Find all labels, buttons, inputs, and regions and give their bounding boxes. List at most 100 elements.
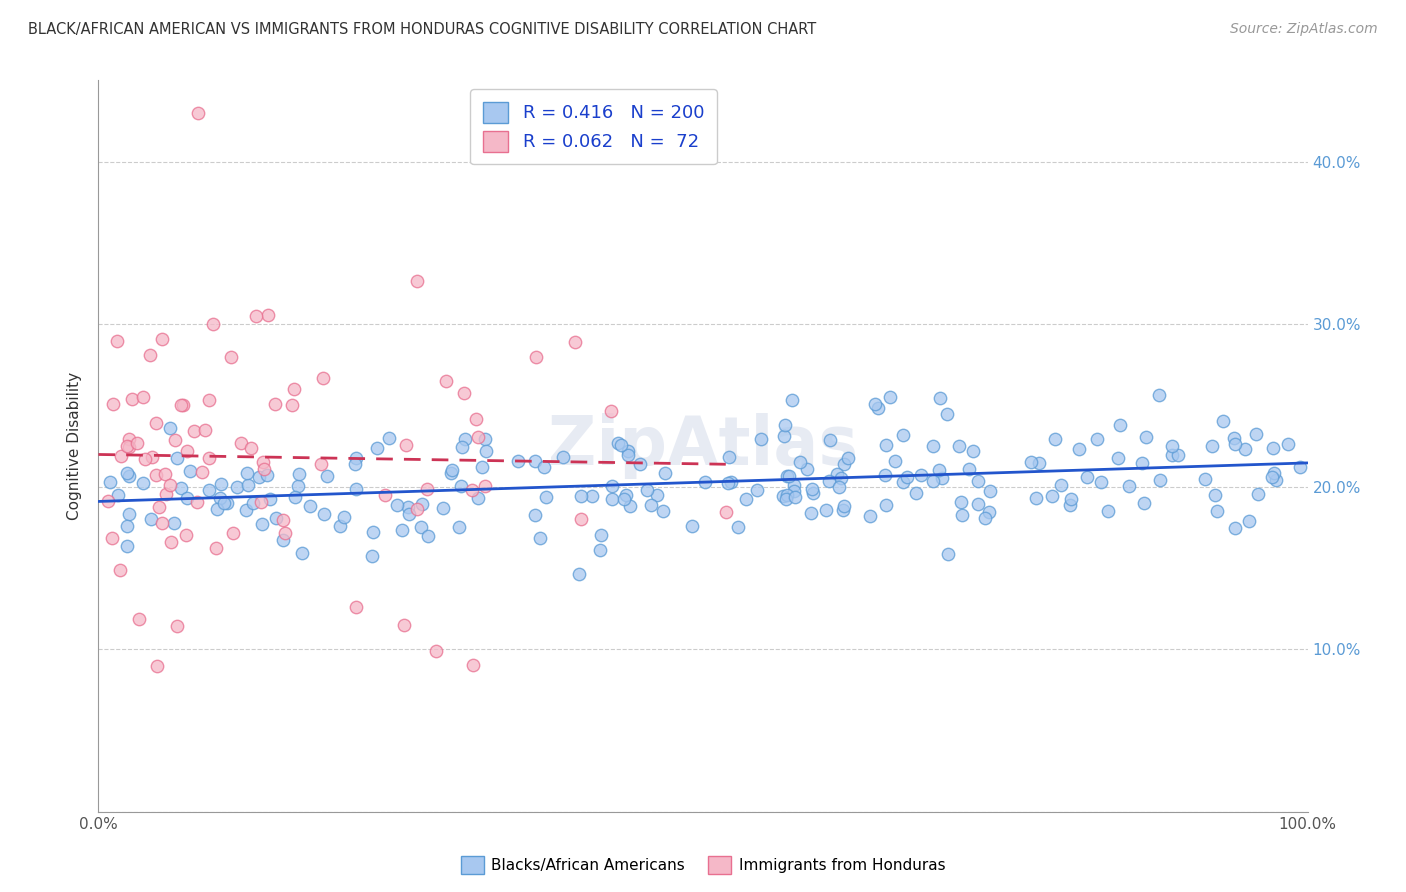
Point	[160, 535, 183, 549]
Point	[523, 454, 546, 468]
Point	[391, 524, 413, 538]
Point	[800, 483, 823, 497]
Point	[250, 495, 273, 509]
Point	[776, 468, 799, 483]
Point	[344, 450, 367, 465]
Point	[910, 467, 932, 482]
Point	[117, 519, 139, 533]
Point	[1212, 414, 1234, 428]
Point	[155, 487, 177, 501]
Point	[651, 504, 673, 518]
Point	[225, 480, 247, 494]
Point	[312, 507, 335, 521]
Point	[316, 469, 339, 483]
Point	[948, 439, 970, 453]
Point	[973, 510, 995, 524]
Point	[474, 433, 496, 447]
Point	[148, 500, 170, 515]
Point	[312, 371, 335, 385]
Point	[385, 498, 408, 512]
Point	[239, 441, 262, 455]
Point	[904, 485, 927, 500]
Point	[1090, 475, 1112, 490]
Point	[800, 506, 823, 520]
Point	[440, 466, 463, 480]
Point	[979, 483, 1001, 498]
Point	[1263, 466, 1285, 480]
Point	[432, 500, 454, 515]
Point	[252, 461, 274, 475]
Point	[454, 432, 477, 446]
Point	[131, 476, 153, 491]
Point	[288, 467, 311, 481]
Point	[235, 503, 257, 517]
Point	[170, 481, 193, 495]
Point	[127, 436, 149, 450]
Point	[1108, 418, 1130, 433]
Point	[879, 390, 901, 404]
Point	[922, 439, 945, 453]
Point	[783, 477, 806, 491]
Point	[967, 497, 990, 511]
Point	[789, 454, 811, 468]
Point	[271, 513, 294, 527]
Point	[893, 427, 915, 442]
Point	[957, 462, 980, 476]
Point	[617, 444, 640, 458]
Point	[163, 516, 186, 530]
Point	[450, 440, 472, 454]
Point	[1147, 388, 1170, 402]
Point	[101, 397, 124, 411]
Point	[115, 466, 138, 480]
Point	[896, 470, 918, 484]
Point	[773, 429, 796, 443]
Point	[1201, 439, 1223, 453]
Point	[640, 498, 662, 512]
Point	[534, 490, 557, 504]
Point	[170, 398, 193, 412]
Point	[284, 490, 307, 504]
Point	[600, 479, 623, 493]
Point	[159, 478, 181, 492]
Point	[628, 457, 651, 471]
Point	[280, 398, 302, 412]
Point	[1067, 442, 1090, 456]
Point	[1028, 456, 1050, 470]
Text: ZipAtlas: ZipAtlas	[548, 413, 858, 479]
Point	[775, 491, 797, 506]
Point	[720, 475, 742, 489]
Point	[467, 430, 489, 444]
Point	[553, 450, 575, 465]
Point	[450, 479, 472, 493]
Point	[209, 477, 232, 491]
Point	[191, 466, 214, 480]
Point	[564, 334, 586, 349]
Point	[526, 351, 548, 365]
Point	[718, 450, 741, 464]
Point	[681, 518, 703, 533]
Point	[1237, 514, 1260, 528]
Point	[202, 317, 225, 331]
Point	[883, 454, 905, 468]
Point	[967, 474, 990, 488]
Point	[1277, 437, 1299, 451]
Point	[1223, 437, 1246, 451]
Point	[865, 397, 887, 411]
Point	[606, 436, 628, 450]
Point	[922, 474, 945, 488]
Point	[636, 483, 658, 498]
Point	[693, 475, 716, 490]
Point	[117, 507, 139, 521]
Point	[825, 467, 848, 481]
Point	[1246, 427, 1268, 442]
Point	[252, 455, 274, 469]
Point	[411, 497, 433, 511]
Point	[1019, 455, 1042, 469]
Point	[1085, 432, 1108, 446]
Point	[287, 479, 309, 493]
Point	[529, 531, 551, 545]
Point	[395, 437, 418, 451]
Point	[194, 423, 217, 437]
Point	[1040, 489, 1063, 503]
Point	[179, 464, 201, 478]
